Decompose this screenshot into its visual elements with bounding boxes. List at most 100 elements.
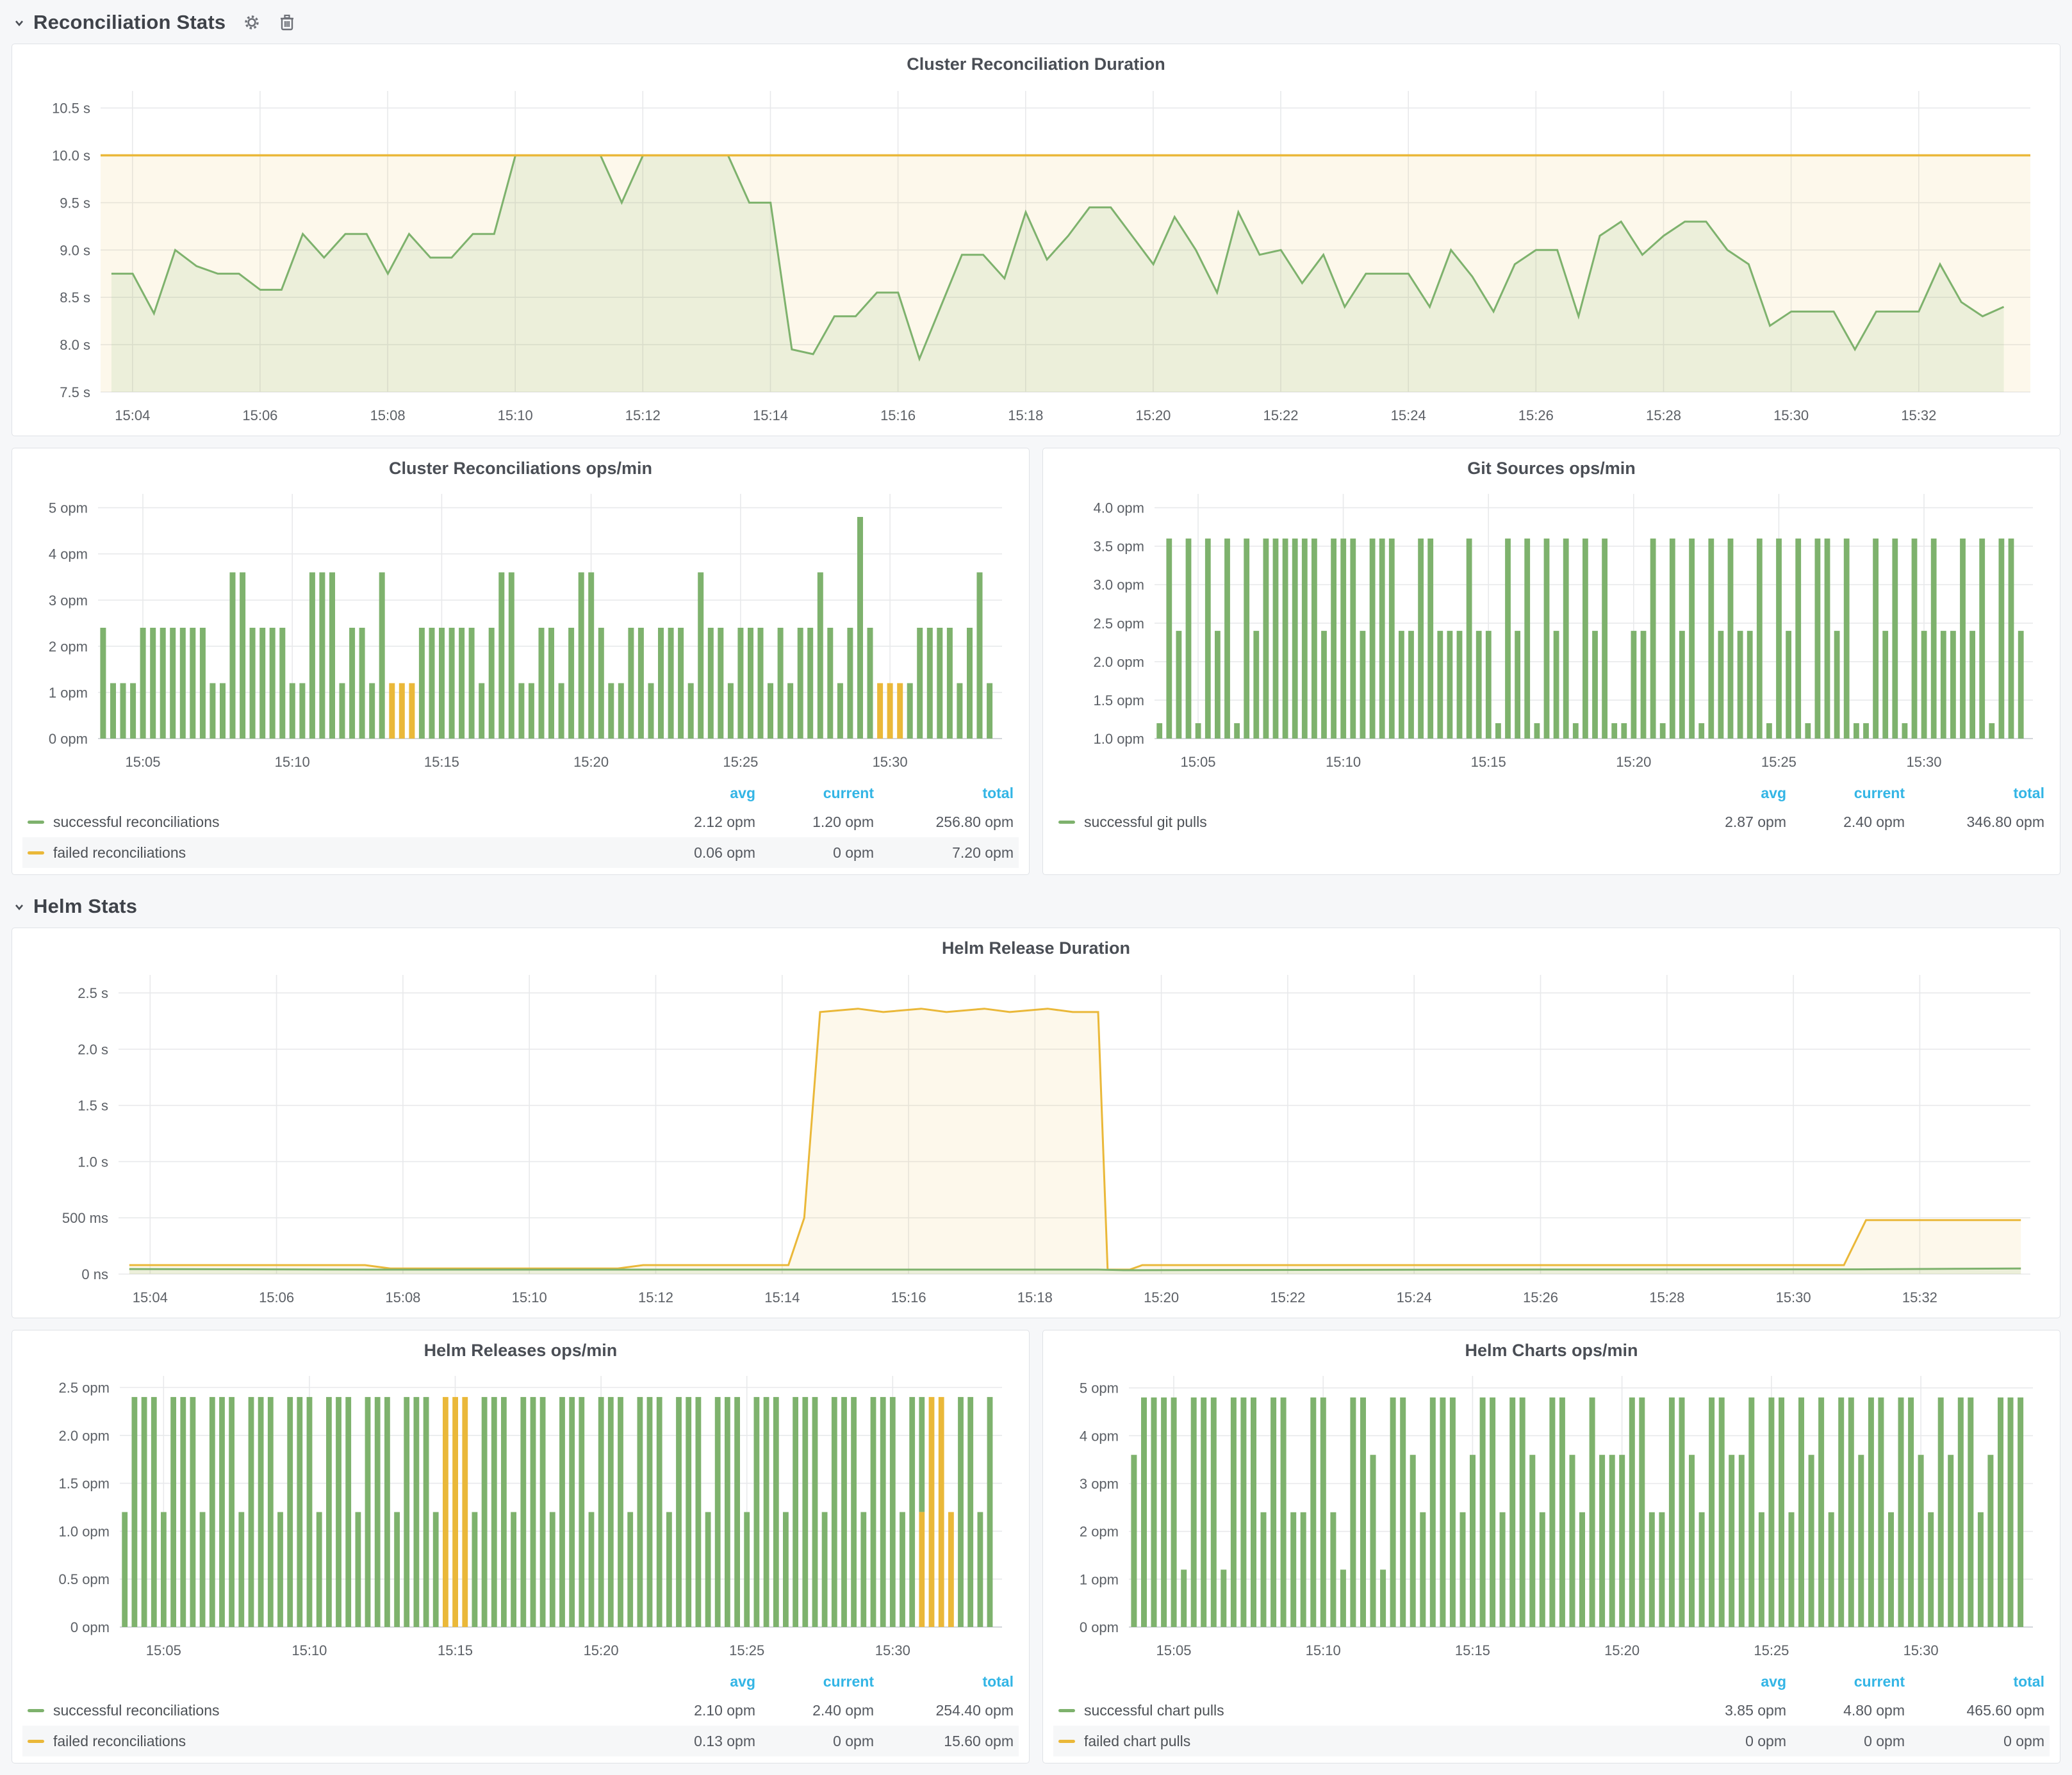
svg-text:3 opm: 3 opm: [1080, 1476, 1119, 1492]
svg-text:15:18: 15:18: [1017, 1289, 1053, 1305]
legend-series-label[interactable]: successful reconciliations: [53, 813, 220, 830]
legend-row-failed: failed reconciliations 0.06 opm 0 opm 7.…: [22, 837, 1019, 868]
series-marker-green: [1058, 1708, 1075, 1712]
panel-helm-charts-opm: Helm Charts ops/min 0 opm 1 opm 2 opm 3 opm…: [1042, 1330, 2060, 1763]
svg-text:15:20: 15:20: [1616, 754, 1651, 770]
svg-text:15:10: 15:10: [1326, 754, 1361, 770]
legend-sort-current[interactable]: current: [1854, 784, 1905, 801]
helm-release-duration-chart[interactable]: 0 ns 500 ms 1.0 s 1.5 s 2.0 s 2.5 s 15:04 15:06…: [22, 962, 2050, 1311]
legend-sort-total[interactable]: total: [2013, 784, 2044, 801]
panel-title[interactable]: Helm Charts ops/min: [1465, 1341, 1638, 1360]
legend-series-label[interactable]: successful chart pulls: [1084, 1701, 1224, 1719]
legend-sort-avg[interactable]: avg: [730, 784, 755, 801]
svg-text:15:05: 15:05: [1180, 754, 1215, 770]
svg-text:15:10: 15:10: [512, 1289, 547, 1305]
legend-total-value: 0 opm: [2003, 1732, 2044, 1749]
svg-text:15:25: 15:25: [1761, 754, 1797, 770]
legend-total-value: 7.20 opm: [952, 844, 1014, 861]
svg-text:15:25: 15:25: [1754, 1642, 1789, 1658]
svg-text:1.0 s: 1.0 s: [78, 1154, 108, 1170]
svg-text:2.5 opm: 2.5 opm: [59, 1380, 110, 1396]
settings-button[interactable]: [242, 13, 261, 32]
svg-text:15:20: 15:20: [1604, 1642, 1640, 1658]
panel-title[interactable]: Git Sources ops/min: [1467, 459, 1636, 478]
svg-text:2.0 opm: 2.0 opm: [59, 1428, 110, 1444]
svg-text:15:10: 15:10: [1306, 1642, 1341, 1658]
legend-row-failed: failed reconciliations 0.13 opm 0 opm 15…: [22, 1726, 1019, 1756]
svg-text:2 opm: 2 opm: [1080, 1524, 1119, 1540]
svg-text:15:10: 15:10: [292, 1642, 327, 1658]
legend-avg-value: 0.13 opm: [694, 1732, 755, 1749]
series-marker-orange: [28, 851, 44, 855]
svg-text:4 opm: 4 opm: [49, 546, 88, 562]
svg-text:15:30: 15:30: [1903, 1642, 1939, 1658]
legend-series-label[interactable]: failed reconciliations: [53, 844, 186, 861]
panel-title[interactable]: Helm Releases ops/min: [423, 1341, 618, 1360]
svg-text:15:22: 15:22: [1263, 407, 1298, 423]
chevron-down-icon[interactable]: [12, 15, 27, 30]
svg-text:15:30: 15:30: [875, 1642, 910, 1658]
svg-text:3.5 opm: 3.5 opm: [1094, 539, 1145, 555]
reconciliation-row: Cluster Reconciliations ops/min 0 opm 1 o…: [12, 448, 2060, 887]
svg-text:1.5 s: 1.5 s: [78, 1098, 108, 1114]
svg-text:15:10: 15:10: [498, 407, 533, 423]
legend: avg current total successful reconciliat…: [22, 1668, 1019, 1756]
legend-row-successful: successful git pulls 2.87 opm 2.40 opm 3…: [1053, 806, 2050, 837]
legend-header-row: avg current total: [1053, 780, 2050, 806]
legend: avg current total successful chart pulls…: [1053, 1668, 2050, 1756]
svg-text:15:30: 15:30: [873, 754, 908, 770]
svg-text:15:26: 15:26: [1518, 407, 1554, 423]
helm-charts-chart[interactable]: 0 opm 1 opm 2 opm 3 opm 4 opm 5 opm 15:05 15:10…: [1053, 1364, 2050, 1664]
legend-row-failed: failed chart pulls 0 opm 0 opm 0 opm: [1053, 1726, 2050, 1756]
svg-text:0 opm: 0 opm: [1080, 1619, 1119, 1635]
svg-text:15:14: 15:14: [764, 1289, 800, 1305]
legend-series-label[interactable]: successful reconciliations: [53, 1701, 220, 1719]
svg-text:2.0 s: 2.0 s: [78, 1042, 108, 1058]
helm-releases-chart[interactable]: 0 opm 0.5 opm 1.0 opm 1.5 opm 2.0 opm 2.5 opm…: [22, 1364, 1019, 1664]
cluster-reconciliation-duration-chart[interactable]: 7.5 s 8.0 s 8.5 s 9.0 s 9.5 s 10.0 s 10.5 s 15:…: [22, 78, 2050, 429]
legend-series-label[interactable]: failed reconciliations: [53, 1732, 186, 1749]
helm-row: Helm Releases ops/min 0 opm 0.5 opm 1.0 op…: [12, 1330, 2060, 1775]
legend-sort-avg[interactable]: avg: [1761, 784, 1786, 801]
svg-text:15:14: 15:14: [753, 407, 788, 423]
panel-title[interactable]: Cluster Reconciliation Duration: [907, 54, 1165, 74]
panel-helm-releases-opm: Helm Releases ops/min 0 opm 0.5 opm 1.0 op…: [12, 1330, 1030, 1763]
legend-sort-total[interactable]: total: [982, 784, 1014, 801]
svg-text:9.0 s: 9.0 s: [60, 242, 90, 258]
git-sources-chart[interactable]: 1.0 opm 1.5 opm 2.0 opm 2.5 opm 3.0 opm 3.5 o…: [1053, 482, 2050, 776]
svg-text:15:06: 15:06: [242, 407, 277, 423]
legend-sort-avg[interactable]: avg: [730, 1673, 755, 1690]
delete-button[interactable]: [278, 13, 296, 32]
legend-avg-value: 3.85 opm: [1725, 1701, 1786, 1719]
section-header-helm-stats[interactable]: Helm Stats: [12, 889, 2060, 924]
svg-text:1.5 opm: 1.5 opm: [1094, 692, 1145, 708]
legend-sort-avg[interactable]: avg: [1761, 1673, 1786, 1690]
legend-sort-total[interactable]: total: [2013, 1673, 2044, 1690]
legend-sort-current[interactable]: current: [823, 1673, 874, 1690]
svg-text:15:12: 15:12: [625, 407, 661, 423]
panel-title[interactable]: Cluster Reconciliations ops/min: [388, 459, 653, 478]
svg-text:15:22: 15:22: [1270, 1289, 1305, 1305]
legend-series-label[interactable]: failed chart pulls: [1084, 1732, 1191, 1749]
cluster-reconciliations-chart[interactable]: 0 opm 1 opm 2 opm 3 opm 4 opm 5 opm 15:05 15:10…: [22, 482, 1019, 776]
legend-sort-total[interactable]: total: [982, 1673, 1014, 1690]
svg-text:15:30: 15:30: [1776, 1289, 1811, 1305]
svg-text:15:28: 15:28: [1649, 1289, 1684, 1305]
svg-text:15:15: 15:15: [1471, 754, 1506, 770]
chevron-down-icon[interactable]: [12, 899, 27, 914]
legend-sort-current[interactable]: current: [1854, 1673, 1905, 1690]
svg-text:3.0 opm: 3.0 opm: [1094, 577, 1145, 593]
legend-total-value: 256.80 opm: [935, 813, 1014, 830]
svg-text:15:30: 15:30: [1773, 407, 1809, 423]
legend: avg current total successful reconciliat…: [22, 780, 1019, 868]
panel-title[interactable]: Helm Release Duration: [941, 938, 1131, 958]
svg-text:15:10: 15:10: [275, 754, 310, 770]
legend-total-value: 346.80 opm: [1966, 813, 2044, 830]
svg-text:15:24: 15:24: [1391, 407, 1426, 423]
svg-text:3 opm: 3 opm: [49, 593, 88, 609]
legend-sort-current[interactable]: current: [823, 784, 874, 801]
section-header-reconciliation-stats[interactable]: Reconciliation Stats: [12, 5, 2060, 40]
svg-text:15:20: 15:20: [1135, 407, 1171, 423]
legend-series-label[interactable]: successful git pulls: [1084, 813, 1207, 830]
